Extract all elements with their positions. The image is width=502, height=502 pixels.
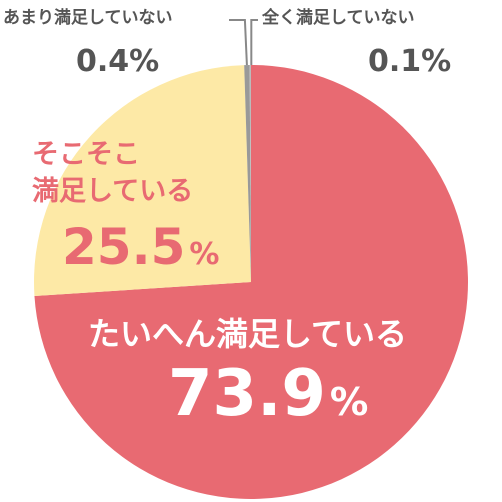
value-somewhat-dissatisfied: 0.4% (76, 44, 160, 79)
label-fairly-satisfied-line1: そこそこ (32, 139, 140, 170)
leader-line-not-satisfied-at-all (250, 19, 258, 66)
value-fairly-satisfied-number: 25.5 (62, 218, 186, 276)
value-fairly-satisfied: 25.5% (62, 222, 219, 272)
label-fairly-satisfied-line2: 満足している (32, 176, 194, 207)
label-somewhat-dissatisfied: あまり満足していない (3, 8, 173, 28)
value-very-satisfied-number: 73.9 (168, 357, 326, 431)
label-very-satisfied: たいへん満足している (88, 315, 408, 353)
slice-fairly-satisfied (34, 65, 251, 296)
slice-very-satisfied (34, 65, 468, 500)
value-fairly-satisfied-unit: % (189, 237, 220, 272)
slice-somewhat-dissatisfied (244, 65, 251, 282)
value-not-satisfied-at-all: 0.1% (368, 44, 452, 79)
label-not-satisfied-at-all: 全く満足していない (262, 8, 415, 28)
value-very-satisfied-unit: % (329, 380, 369, 425)
leader-line-somewhat-dissatisfied (229, 19, 248, 66)
value-very-satisfied: 73.9% (168, 362, 368, 426)
slice-not-satisfied-at-all (249, 65, 251, 282)
